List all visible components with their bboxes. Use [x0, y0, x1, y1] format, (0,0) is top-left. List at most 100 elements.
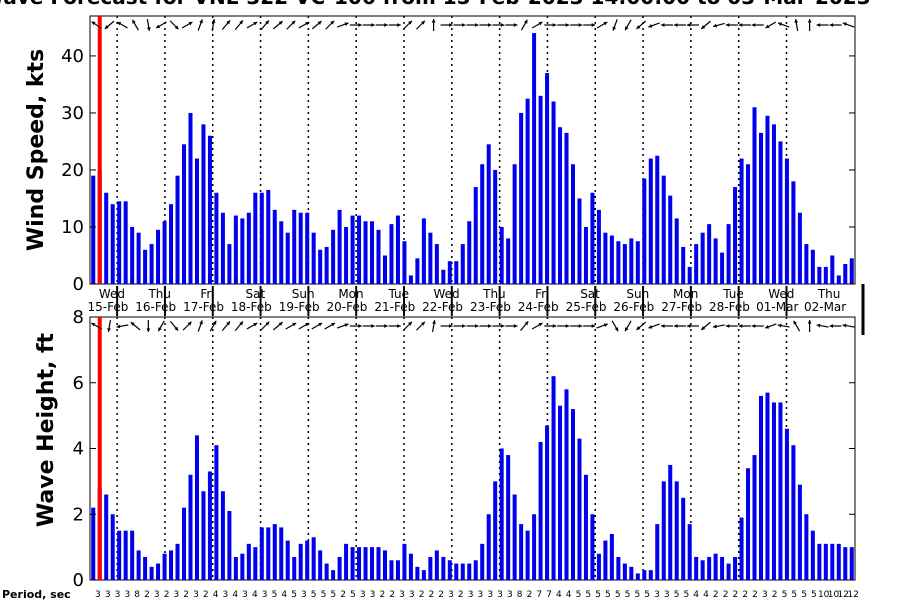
wind-bar	[318, 249, 323, 284]
top-wind-arrowhead	[816, 23, 821, 27]
period-value: 3	[262, 590, 268, 600]
wind-bar	[188, 112, 193, 284]
date-label: 25-Feb	[566, 300, 607, 314]
period-value: 3	[301, 590, 307, 600]
period-value: 5	[350, 590, 356, 600]
top-wind-arrowhead	[462, 23, 466, 27]
wave-bar	[298, 543, 303, 580]
period-value: 5	[625, 590, 631, 600]
mid-wind-arrowhead	[408, 321, 412, 326]
wave-bar	[817, 543, 822, 580]
period-value: 3	[399, 590, 405, 600]
mid-wind-arrowhead	[538, 323, 543, 327]
period-value: 3	[105, 590, 111, 600]
wind-bar	[519, 112, 524, 284]
wave-bar	[700, 560, 705, 580]
mid-wind-arrowhead	[253, 323, 258, 327]
wave-bar	[162, 553, 167, 580]
mid-wind-arrowhead	[765, 325, 770, 329]
wind-bar	[577, 198, 582, 284]
day-of-week-label: Thu	[147, 287, 171, 301]
wind-bar	[149, 244, 154, 284]
top-wind-arrowhead	[421, 20, 425, 25]
mid-wind-arrowhead	[397, 324, 401, 328]
wind-bar	[473, 187, 478, 284]
wind-bar	[694, 244, 699, 284]
wave-bar	[143, 556, 148, 580]
mid-wind-arrowhead	[552, 324, 557, 328]
wave-bar	[130, 530, 135, 580]
wind-ytick-label: 20	[61, 160, 84, 181]
wave-ytick-label: 2	[73, 504, 84, 525]
mid-wind-arrowhead	[318, 323, 323, 327]
top-wind-arrowhead	[330, 20, 335, 25]
mid-wind-arrowhead	[738, 324, 743, 328]
wind-bar	[395, 215, 400, 284]
period-value: 3	[124, 590, 130, 600]
wave-bar	[713, 553, 718, 580]
wind-bar	[823, 266, 828, 284]
top-wind-arrowhead	[513, 23, 518, 27]
period-value: 3	[370, 590, 376, 600]
day-of-week-label: Mon	[673, 287, 698, 301]
date-label: 15-Feb	[87, 300, 128, 314]
wave-bar	[434, 550, 439, 580]
period-value: 3	[242, 590, 248, 600]
wind-bar	[648, 158, 653, 284]
wave-bar	[493, 481, 498, 580]
day-of-week-label: Thu	[817, 287, 841, 301]
period-value: 12	[838, 590, 849, 600]
period-value: 4	[566, 590, 572, 600]
wave-bar	[694, 556, 699, 580]
mid-wind-arrowhead	[384, 324, 388, 328]
top-wind-arrowhead	[146, 27, 151, 31]
wind-bar	[357, 215, 362, 284]
wave-bar	[460, 563, 465, 580]
wind-bar	[266, 189, 271, 284]
top-wind-arrowhead	[91, 21, 96, 26]
wind-bar	[726, 224, 731, 284]
wind-bar	[143, 249, 148, 284]
period-value: 4	[252, 590, 258, 600]
period-value: 10	[818, 590, 830, 600]
wave-bar	[389, 560, 394, 580]
mid-wind-arrowhead	[462, 324, 466, 328]
period-value: 3	[478, 590, 484, 600]
period-value: 5	[585, 590, 591, 600]
wind-bar	[344, 226, 349, 284]
period-value: 3	[468, 590, 474, 600]
mid-wind-arrowhead	[91, 323, 96, 327]
period-value: 3	[223, 590, 229, 600]
wind-bar	[506, 238, 511, 284]
period-value: 3	[173, 590, 179, 600]
day-of-week-label: Mon	[338, 287, 363, 301]
wind-bar	[434, 244, 439, 284]
day-of-week-label: Fri	[535, 287, 549, 301]
top-wind-arrowhead	[523, 19, 528, 24]
period-value: 5	[615, 590, 621, 600]
wave-bar	[110, 514, 115, 580]
period-value: 5	[683, 590, 689, 600]
wave-bar	[726, 563, 731, 580]
period-value: 2	[527, 590, 533, 600]
wind-bar	[707, 224, 712, 284]
day-of-week-label: Sun	[292, 287, 315, 301]
period-value: 8	[134, 590, 140, 600]
top-wind-arrowhead	[538, 22, 543, 26]
mid-wind-arrowhead	[116, 324, 121, 329]
wind-bar	[415, 258, 420, 284]
mid-wind-arrowhead	[305, 323, 310, 327]
wind-bar	[849, 258, 854, 284]
top-wind-arrowhead	[474, 23, 479, 27]
wave-bar	[784, 428, 789, 580]
wind-bar	[778, 141, 783, 284]
wave-bar	[305, 540, 310, 580]
wind-bar	[681, 246, 686, 284]
wave-ytick-label: 8	[73, 307, 84, 328]
wave-bar	[169, 550, 174, 580]
wind-bar	[207, 135, 212, 284]
period-value: 3	[497, 590, 503, 600]
wave-bar	[525, 530, 530, 580]
top-wind-arrowhead	[660, 23, 665, 27]
wind-bar	[758, 132, 764, 284]
